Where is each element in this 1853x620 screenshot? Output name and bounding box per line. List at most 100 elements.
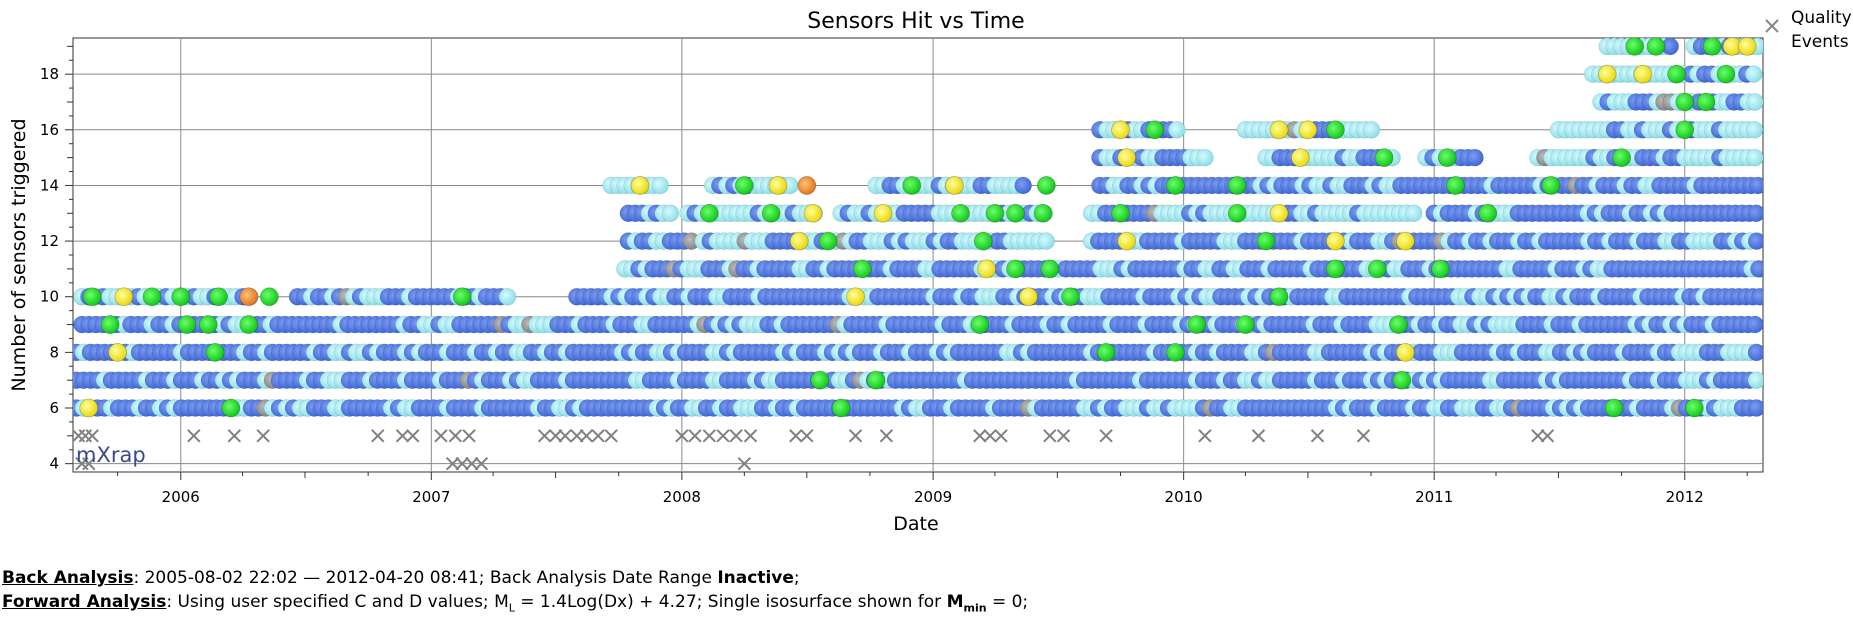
event-marker-green	[1367, 259, 1387, 279]
event-marker-green	[902, 176, 922, 195]
sensor-row-9	[73, 315, 1763, 334]
x-axis: 2006 2007 2008 2009 2010 2011 2012	[117, 472, 1748, 506]
event-marker-green	[239, 315, 259, 334]
event-marker-green	[1437, 148, 1457, 168]
excluded-event-cross	[548, 429, 563, 443]
chart-title: Sensors Hit vs Time	[807, 9, 1024, 34]
excluded-event-cross	[1540, 429, 1555, 443]
sensor-row-8	[73, 343, 1763, 362]
excluded-event-cross	[85, 429, 99, 443]
event-marker-green	[1604, 398, 1624, 418]
event-marker-yellow	[1633, 64, 1653, 84]
event-marker-green	[973, 231, 993, 251]
event-marker-yellow	[1290, 148, 1310, 168]
event-marker	[1746, 93, 1763, 111]
event-marker-yellow	[846, 287, 865, 307]
excluded-event-cross	[537, 429, 552, 443]
event-marker-green	[1006, 259, 1025, 279]
event-marker-green	[761, 203, 781, 223]
excluded-event-cross	[848, 429, 863, 443]
back-analysis-line: Back Analysis: 2005-08-02 22:02 — 2012-0…	[2, 566, 1028, 590]
event-marker-green	[1541, 176, 1561, 195]
event-marker-green	[259, 287, 279, 307]
excluded-event-cross	[1310, 429, 1325, 443]
back-analysis-state: Inactive	[717, 568, 794, 588]
excluded-event-cross	[570, 429, 584, 443]
event-marker-green	[82, 287, 102, 307]
y-tick-label: 14	[40, 176, 59, 194]
event-marker	[1751, 287, 1763, 306]
x-tick-label: 2009	[914, 488, 952, 506]
event-marker-yellow	[873, 203, 893, 223]
event-marker-green	[1612, 148, 1631, 168]
event-marker-green	[1006, 203, 1025, 223]
back-analysis-text: : 2005-08-02 22:02 — 2012-04-20 08:41; B…	[133, 568, 718, 588]
event-marker-orange	[797, 176, 817, 195]
event-marker-green	[810, 370, 830, 390]
event-marker-green	[1392, 370, 1412, 390]
event-marker-yellow	[114, 287, 134, 307]
excluded-event-cross	[256, 429, 270, 443]
event-marker-green	[1256, 231, 1276, 251]
event-marker-yellow	[1111, 120, 1130, 140]
event-marker-green	[142, 287, 162, 307]
event-marker	[1168, 121, 1186, 139]
event-marker-green	[1702, 38, 1722, 56]
excluded-event-cross	[434, 429, 448, 443]
event-marker-yellow	[1269, 203, 1289, 223]
legend[interactable]: Quality Events	[1765, 8, 1853, 52]
event-marker-green	[1478, 203, 1498, 223]
excluded-event-cross	[406, 429, 420, 443]
event-marker-green	[205, 342, 225, 362]
event-marker-green	[1111, 203, 1130, 223]
event-marker-green	[1374, 148, 1394, 168]
event-marker-yellow	[1737, 38, 1757, 56]
event-marker	[1750, 260, 1763, 278]
excluded-event-cross	[1251, 429, 1266, 443]
y-tick-label: 12	[40, 232, 59, 250]
excluded-event-cross	[973, 429, 987, 443]
excluded-event-cross	[1043, 429, 1057, 443]
y-tick-label: 10	[40, 288, 59, 306]
event-marker	[1744, 65, 1763, 83]
back-analysis-link[interactable]: Back Analysis	[2, 568, 134, 588]
event-marker-yellow	[1117, 231, 1137, 251]
sensor-row-6	[73, 399, 1763, 417]
event-marker-green	[209, 287, 228, 307]
event-marker-green	[1145, 120, 1165, 140]
event-marker-green	[171, 287, 191, 307]
excluded-event-cross	[1056, 429, 1071, 443]
excluded-event-cross	[800, 429, 814, 443]
legend-label: Quality Events	[1791, 8, 1853, 52]
event-marker	[1747, 343, 1763, 362]
y-tick-label: 16	[40, 121, 59, 139]
excluded-event-cross	[983, 429, 997, 443]
excluded-event-cross	[604, 429, 618, 443]
excluded-event-cross	[994, 429, 1008, 443]
excluded-event-cross	[1531, 429, 1545, 443]
event-marker	[1404, 204, 1423, 223]
event-marker-green	[1716, 64, 1736, 84]
event-marker-yellow	[1117, 148, 1137, 168]
event-marker-yellow	[1395, 342, 1415, 362]
event-marker-green	[1036, 176, 1056, 195]
series-bands	[73, 38, 1763, 417]
event-marker-yellow	[803, 203, 823, 223]
event-marker-yellow	[1269, 120, 1289, 140]
excluded-event-cross	[702, 429, 717, 443]
excluded-event-cross	[187, 429, 201, 443]
event-marker-yellow	[79, 398, 99, 418]
excluded-event-cross	[688, 429, 702, 443]
event-marker	[1747, 399, 1763, 417]
event-marker-green	[734, 176, 754, 195]
sensor-row-10	[73, 287, 1763, 306]
event-marker-green	[1446, 176, 1465, 195]
event-marker-green	[1166, 176, 1185, 195]
x-axis-title: Date	[893, 513, 938, 535]
sensor-row-13	[619, 204, 1763, 223]
event-marker-green	[1389, 315, 1408, 334]
forward-text-3: = 0;	[986, 592, 1029, 612]
event-marker-yellow	[1597, 64, 1617, 84]
forward-analysis-link[interactable]: Forward Analysis	[2, 592, 167, 612]
x-tick-label: 2007	[412, 488, 450, 506]
